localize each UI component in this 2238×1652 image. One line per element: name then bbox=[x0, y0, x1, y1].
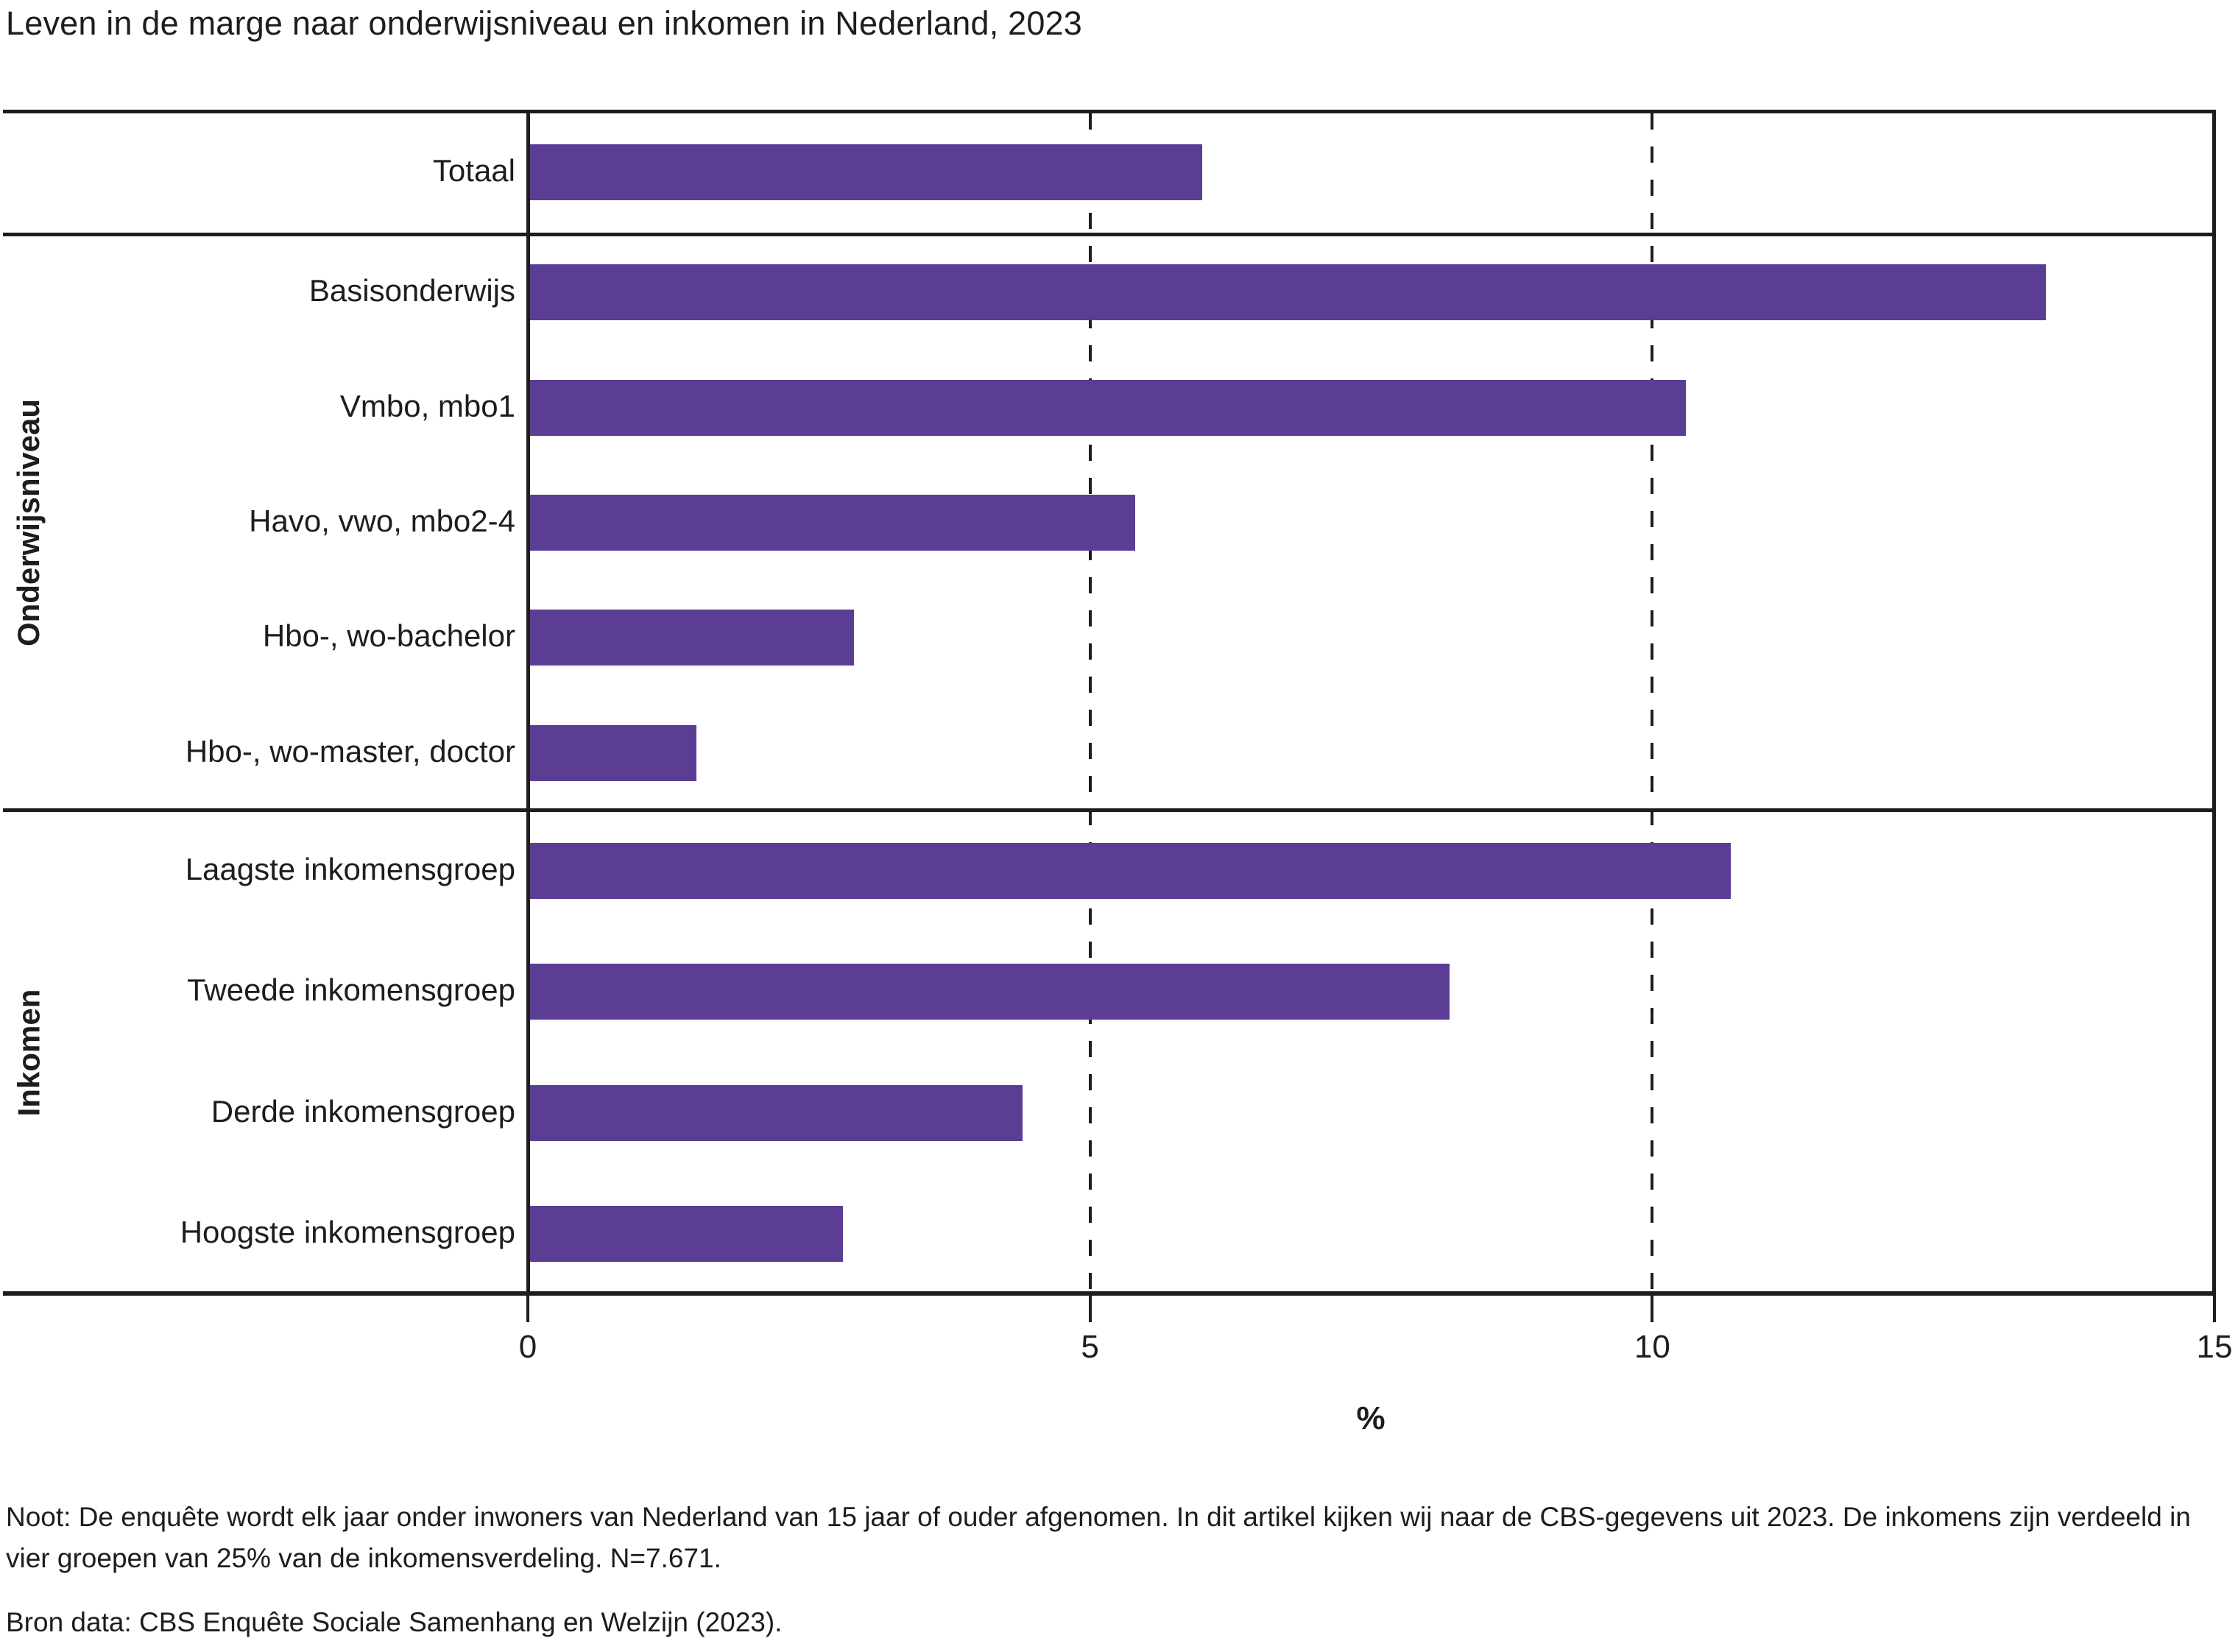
x-axis-tick-15 bbox=[2213, 1296, 2216, 1322]
bar bbox=[530, 610, 854, 666]
category-label: Totaal bbox=[432, 153, 515, 188]
x-axis-title: % bbox=[1356, 1400, 1385, 1436]
bar bbox=[530, 1205, 843, 1262]
bar bbox=[530, 843, 1732, 900]
bar bbox=[530, 264, 2046, 321]
plot-top-border bbox=[3, 110, 2216, 113]
category-label: Laagste inkomensgroep bbox=[185, 852, 515, 887]
x-axis-tick-label: 0 bbox=[518, 1329, 537, 1365]
bar bbox=[530, 1084, 1023, 1141]
category-label: Vmbo, mbo1 bbox=[339, 388, 515, 423]
bar bbox=[530, 724, 697, 781]
bar bbox=[530, 964, 1450, 1020]
x-axis-line bbox=[3, 1291, 2216, 1296]
x-axis-tick-0 bbox=[526, 1296, 529, 1322]
category-label: Hbo-, wo-master, doctor bbox=[185, 733, 515, 769]
bar bbox=[530, 495, 1135, 551]
x-axis-tick-5 bbox=[1088, 1296, 1092, 1322]
plot-right-border bbox=[2212, 110, 2216, 1296]
y-axis-line bbox=[526, 110, 530, 1296]
x-axis-tick-10 bbox=[1651, 1296, 1654, 1322]
gridline-5 bbox=[1088, 113, 1092, 1291]
chart-note: Noot: De enquête wordt elk jaar onder in… bbox=[6, 1502, 2191, 1573]
category-label: Derde inkomensgroep bbox=[211, 1093, 515, 1129]
chart-title: Leven in de marge naar onderwijsniveau e… bbox=[6, 4, 1083, 42]
category-label: Hbo-, wo-bachelor bbox=[262, 618, 515, 654]
category-label: Tweede inkomensgroep bbox=[187, 973, 515, 1008]
x-axis-tick-label: 5 bbox=[1081, 1329, 1099, 1365]
bar bbox=[530, 144, 1203, 200]
bar bbox=[530, 379, 1687, 436]
section-separator-totaal bbox=[3, 233, 2216, 236]
category-label: Basisonderwijs bbox=[308, 273, 515, 308]
x-axis-tick-label: 10 bbox=[1634, 1329, 1670, 1365]
category-label: Hoogste inkomensgroep bbox=[180, 1214, 515, 1249]
x-axis-tick-label: 15 bbox=[2196, 1329, 2233, 1365]
gridline-10 bbox=[1651, 113, 1654, 1291]
category-label: Havo, vwo, mbo2-4 bbox=[249, 504, 515, 538]
section-separator-onderwijs-inkomen bbox=[3, 808, 2216, 812]
chart-source: Bron data: CBS Enquête Sociale Samenhang… bbox=[6, 1607, 783, 1637]
